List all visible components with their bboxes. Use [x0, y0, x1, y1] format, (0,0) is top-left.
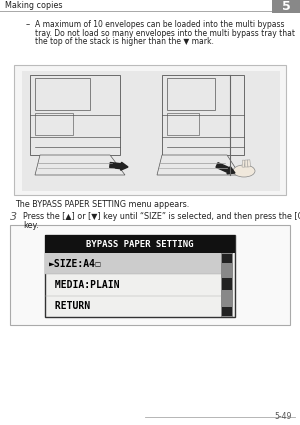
- Bar: [245, 160, 248, 167]
- Bar: [162, 75, 244, 155]
- Bar: [45, 235, 235, 317]
- Text: tray. Do not load so many envelopes into the multi bypass tray that: tray. Do not load so many envelopes into…: [35, 28, 295, 37]
- Polygon shape: [157, 155, 240, 175]
- Text: –: –: [26, 20, 30, 29]
- Text: A maximum of 10 envelopes can be loaded into the multi bypass: A maximum of 10 envelopes can be loaded …: [35, 20, 284, 29]
- Text: 3: 3: [10, 212, 17, 222]
- Bar: [272, 0, 300, 13]
- Bar: [222, 307, 232, 316]
- Text: The BYPASS PAPER SETTING menu appears.: The BYPASS PAPER SETTING menu appears.: [15, 200, 189, 209]
- Bar: [222, 254, 232, 263]
- Bar: [14, 65, 286, 195]
- Bar: [248, 160, 250, 167]
- Text: 5: 5: [282, 0, 290, 12]
- Text: RETURN: RETURN: [49, 301, 90, 312]
- Text: Press the [▲] or [▼] key until “SIZE” is selected, and then press the [OK]: Press the [▲] or [▼] key until “SIZE” is…: [23, 212, 300, 221]
- Bar: [167, 78, 215, 110]
- Bar: [45, 253, 221, 274]
- Text: BYPASS PAPER SETTING: BYPASS PAPER SETTING: [86, 240, 194, 249]
- Bar: [222, 278, 232, 290]
- Bar: [35, 113, 73, 135]
- Polygon shape: [35, 155, 125, 175]
- Bar: [10, 225, 290, 325]
- Text: ►SIZE:A4☐: ►SIZE:A4☐: [49, 259, 102, 269]
- Text: the top of the stack is higher than the ▼ mark.: the top of the stack is higher than the …: [35, 37, 214, 46]
- Bar: [22, 71, 280, 191]
- Text: 5-49: 5-49: [274, 412, 292, 421]
- Bar: [242, 160, 245, 167]
- Ellipse shape: [233, 165, 255, 177]
- Text: Making copies: Making copies: [5, 0, 62, 9]
- Text: key.: key.: [23, 221, 39, 230]
- Bar: [35, 78, 90, 110]
- Bar: [221, 253, 233, 317]
- Text: MEDIA:PLAIN: MEDIA:PLAIN: [49, 280, 119, 290]
- Bar: [45, 235, 235, 253]
- Bar: [0, 11, 300, 12]
- Bar: [30, 75, 120, 155]
- FancyArrow shape: [110, 162, 128, 170]
- FancyArrow shape: [216, 163, 235, 174]
- Bar: [167, 113, 199, 135]
